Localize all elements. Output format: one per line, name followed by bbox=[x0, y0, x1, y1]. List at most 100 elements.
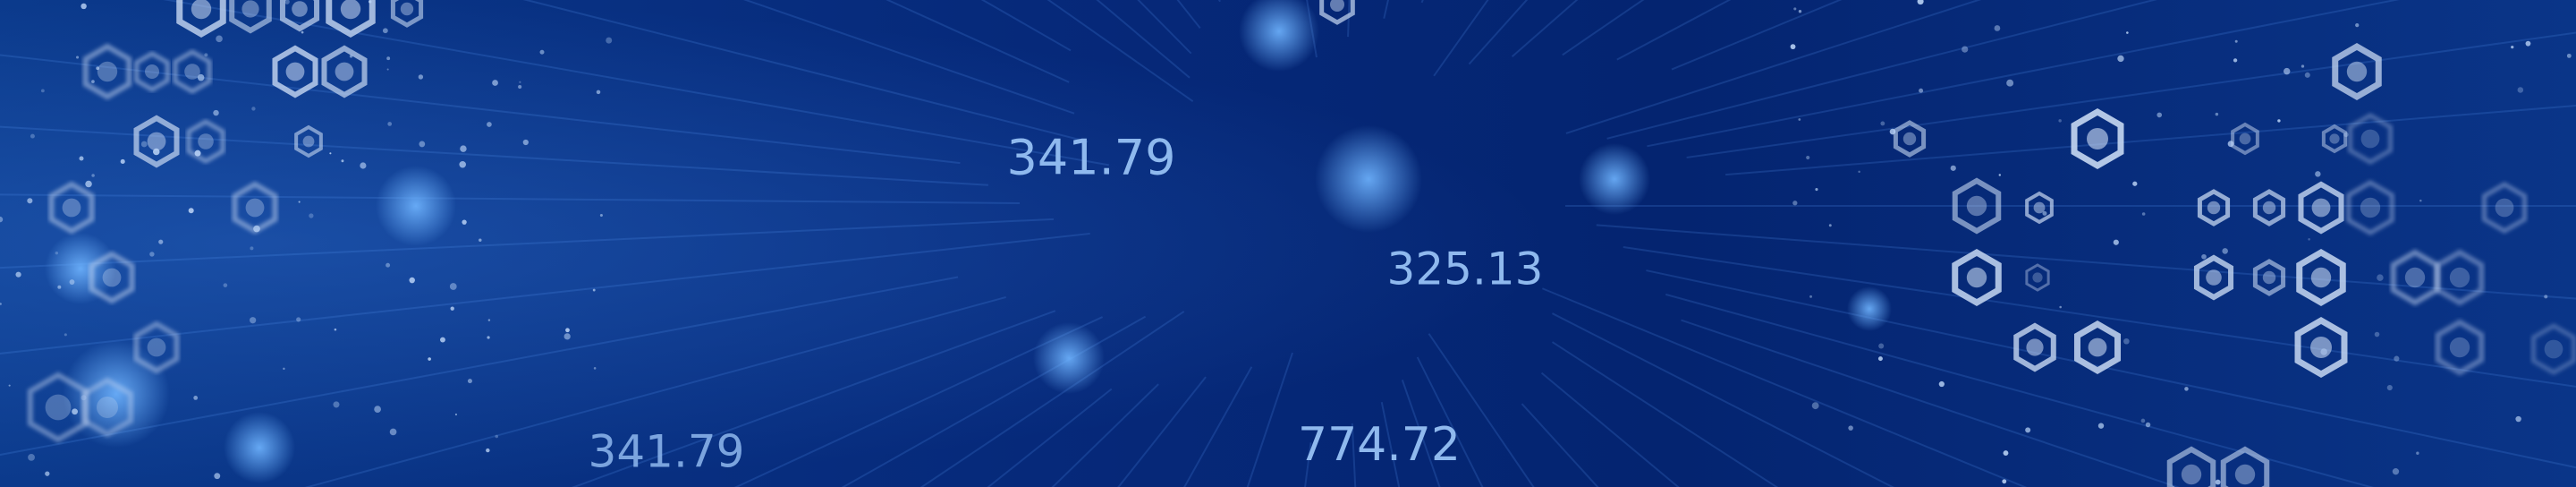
particle bbox=[454, 413, 458, 416]
light-ray bbox=[1725, 104, 2576, 176]
particle bbox=[599, 214, 603, 218]
light-ray bbox=[0, 54, 961, 165]
particle bbox=[91, 174, 95, 177]
particle bbox=[2132, 181, 2138, 186]
particle bbox=[539, 49, 545, 55]
light-ray bbox=[1540, 372, 1680, 487]
particle bbox=[140, 141, 148, 148]
hexagon bbox=[2073, 320, 2122, 375]
glow bbox=[224, 412, 295, 483]
hexagon-core bbox=[2262, 270, 2276, 285]
hexagon bbox=[2294, 316, 2348, 379]
hexagon bbox=[326, 0, 376, 38]
hexagon-core bbox=[2088, 337, 2107, 357]
particle bbox=[1998, 174, 2002, 176]
hexagon-core bbox=[2087, 128, 2108, 150]
particle bbox=[2215, 479, 2221, 485]
hexagon bbox=[2025, 191, 2054, 225]
particle bbox=[2145, 422, 2151, 428]
particle bbox=[2157, 112, 2163, 118]
light-ray bbox=[733, 316, 1104, 487]
particle bbox=[250, 246, 254, 251]
hexagon bbox=[176, 0, 226, 38]
hexagon-core bbox=[147, 337, 166, 357]
hexagon-core bbox=[2234, 464, 2256, 485]
particle bbox=[2419, 199, 2422, 202]
light-ray bbox=[0, 232, 1090, 355]
particle bbox=[487, 122, 492, 127]
particle bbox=[1798, 118, 1801, 121]
hexagon-core bbox=[245, 198, 265, 218]
hexagon bbox=[321, 45, 368, 98]
light-ray bbox=[1647, 0, 2400, 148]
particle bbox=[2304, 72, 2310, 78]
hexagon bbox=[2332, 42, 2382, 101]
particle bbox=[298, 201, 301, 203]
particle bbox=[522, 139, 529, 146]
particle bbox=[197, 73, 205, 81]
particle bbox=[15, 271, 21, 278]
particle bbox=[216, 35, 223, 43]
hexagon bbox=[89, 251, 135, 304]
hexagon-core bbox=[292, 1, 308, 17]
hexagon bbox=[2231, 122, 2259, 156]
particle bbox=[418, 74, 424, 80]
particle bbox=[2517, 87, 2524, 93]
floating-number: 774.72 bbox=[1298, 418, 1461, 472]
particle bbox=[2227, 141, 2234, 148]
hexagon-core bbox=[2311, 198, 2331, 218]
particle bbox=[188, 208, 194, 214]
particle bbox=[2184, 387, 2189, 391]
particle bbox=[64, 333, 67, 337]
hexagon-core bbox=[2032, 272, 2043, 283]
hexagon-core bbox=[147, 132, 166, 151]
hexagon-core bbox=[285, 62, 305, 81]
light-ray bbox=[0, 218, 1054, 269]
particle bbox=[40, 89, 45, 93]
particle bbox=[334, 328, 337, 331]
hexagon bbox=[2530, 323, 2576, 375]
particle bbox=[360, 162, 367, 169]
particle bbox=[492, 80, 498, 86]
particle bbox=[1809, 295, 1812, 298]
particle bbox=[1994, 25, 2001, 31]
hexagon bbox=[48, 181, 95, 235]
particle bbox=[149, 252, 155, 257]
particle bbox=[80, 395, 87, 401]
particle bbox=[487, 336, 490, 339]
hexagon bbox=[2347, 113, 2394, 165]
hexagon bbox=[2481, 182, 2528, 234]
particle bbox=[0, 303, 2, 305]
particle bbox=[2126, 31, 2129, 34]
particle bbox=[2233, 58, 2238, 63]
light-ray bbox=[1051, 383, 1159, 487]
particle bbox=[194, 150, 201, 157]
hexagon bbox=[2298, 181, 2344, 235]
hexagon bbox=[2321, 124, 2348, 154]
hexagon bbox=[133, 115, 180, 168]
glow bbox=[45, 233, 116, 304]
light-ray bbox=[1606, 0, 2157, 140]
particle bbox=[284, 0, 290, 4]
particle bbox=[1806, 155, 1810, 160]
particle bbox=[1950, 165, 1956, 171]
particle bbox=[1798, 10, 1802, 13]
hexagon-core bbox=[2262, 201, 2276, 215]
hexagon-core bbox=[191, 0, 212, 20]
particle bbox=[69, 279, 75, 285]
particle bbox=[428, 357, 431, 361]
particle bbox=[450, 306, 454, 311]
hexagon bbox=[2013, 322, 2056, 372]
particle bbox=[158, 239, 164, 244]
particle bbox=[1938, 380, 1945, 388]
particle bbox=[120, 158, 125, 164]
hexagon-core bbox=[62, 198, 81, 218]
particle bbox=[79, 156, 84, 161]
particle bbox=[1878, 343, 1885, 349]
light-ray bbox=[1565, 0, 1982, 134]
particle bbox=[251, 107, 256, 111]
light-ray bbox=[1551, 312, 1894, 487]
hexagon-core bbox=[400, 2, 414, 16]
particle bbox=[45, 471, 50, 476]
